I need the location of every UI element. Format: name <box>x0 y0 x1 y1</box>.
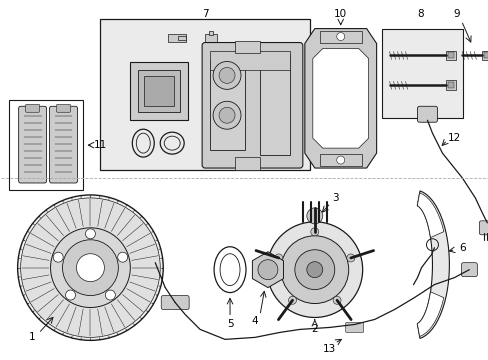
Text: 3: 3 <box>332 193 338 203</box>
Bar <box>100 19 309 170</box>
Bar <box>138 71 180 112</box>
Bar <box>446 50 455 60</box>
Bar <box>447 82 453 88</box>
Text: 5: 5 <box>226 319 233 329</box>
Bar <box>130 62 188 120</box>
Circle shape <box>306 262 322 278</box>
Bar <box>319 154 361 166</box>
Bar <box>204 33 217 42</box>
Circle shape <box>20 198 160 337</box>
Text: 6: 6 <box>458 243 465 253</box>
Bar <box>168 33 186 41</box>
FancyBboxPatch shape <box>461 263 476 276</box>
Text: 2: 2 <box>311 324 318 334</box>
Circle shape <box>85 229 95 239</box>
Circle shape <box>346 254 354 262</box>
Bar <box>144 76 174 106</box>
Bar <box>446 80 455 90</box>
Bar <box>381 28 463 118</box>
Polygon shape <box>416 292 443 337</box>
Circle shape <box>306 208 322 224</box>
Circle shape <box>53 252 63 262</box>
Circle shape <box>336 156 344 164</box>
FancyBboxPatch shape <box>417 106 437 122</box>
Text: 12: 12 <box>447 133 460 143</box>
Circle shape <box>288 296 296 304</box>
Text: 7: 7 <box>202 9 208 19</box>
Text: 4: 4 <box>251 316 258 327</box>
Circle shape <box>274 254 282 262</box>
Circle shape <box>18 195 163 340</box>
Circle shape <box>332 296 340 304</box>
FancyBboxPatch shape <box>161 296 189 310</box>
Circle shape <box>65 290 75 300</box>
Bar <box>210 50 289 71</box>
Circle shape <box>118 252 127 262</box>
Bar <box>209 31 213 35</box>
FancyBboxPatch shape <box>202 42 302 168</box>
FancyBboxPatch shape <box>345 323 363 332</box>
Circle shape <box>219 107 235 123</box>
Text: 13: 13 <box>323 345 336 354</box>
Bar <box>9 100 83 190</box>
Circle shape <box>76 254 104 282</box>
Text: 8: 8 <box>416 9 423 19</box>
Circle shape <box>213 101 241 129</box>
Bar <box>319 31 361 42</box>
Circle shape <box>266 222 362 318</box>
FancyBboxPatch shape <box>57 104 70 112</box>
Bar <box>447 53 453 58</box>
FancyBboxPatch shape <box>478 221 488 235</box>
Circle shape <box>219 67 235 84</box>
Circle shape <box>280 236 348 303</box>
Bar <box>235 41 260 54</box>
Bar <box>178 36 186 40</box>
Bar <box>260 55 289 155</box>
Text: 9: 9 <box>452 9 459 19</box>
Circle shape <box>310 228 318 236</box>
FancyBboxPatch shape <box>19 106 46 183</box>
Circle shape <box>105 290 115 300</box>
Polygon shape <box>312 49 368 148</box>
Text: 1: 1 <box>29 332 36 342</box>
Polygon shape <box>304 28 376 168</box>
Text: 11: 11 <box>94 140 107 150</box>
Bar <box>483 53 488 58</box>
Bar <box>210 60 244 150</box>
FancyBboxPatch shape <box>25 104 40 112</box>
Circle shape <box>213 62 241 89</box>
Polygon shape <box>416 193 443 238</box>
Circle shape <box>294 250 334 289</box>
Text: 10: 10 <box>333 9 346 19</box>
Circle shape <box>258 260 277 280</box>
Bar <box>235 157 260 170</box>
Polygon shape <box>416 191 448 338</box>
Circle shape <box>50 228 130 307</box>
FancyBboxPatch shape <box>49 106 77 183</box>
Circle shape <box>336 32 344 41</box>
Circle shape <box>62 240 118 296</box>
Bar <box>481 50 488 60</box>
